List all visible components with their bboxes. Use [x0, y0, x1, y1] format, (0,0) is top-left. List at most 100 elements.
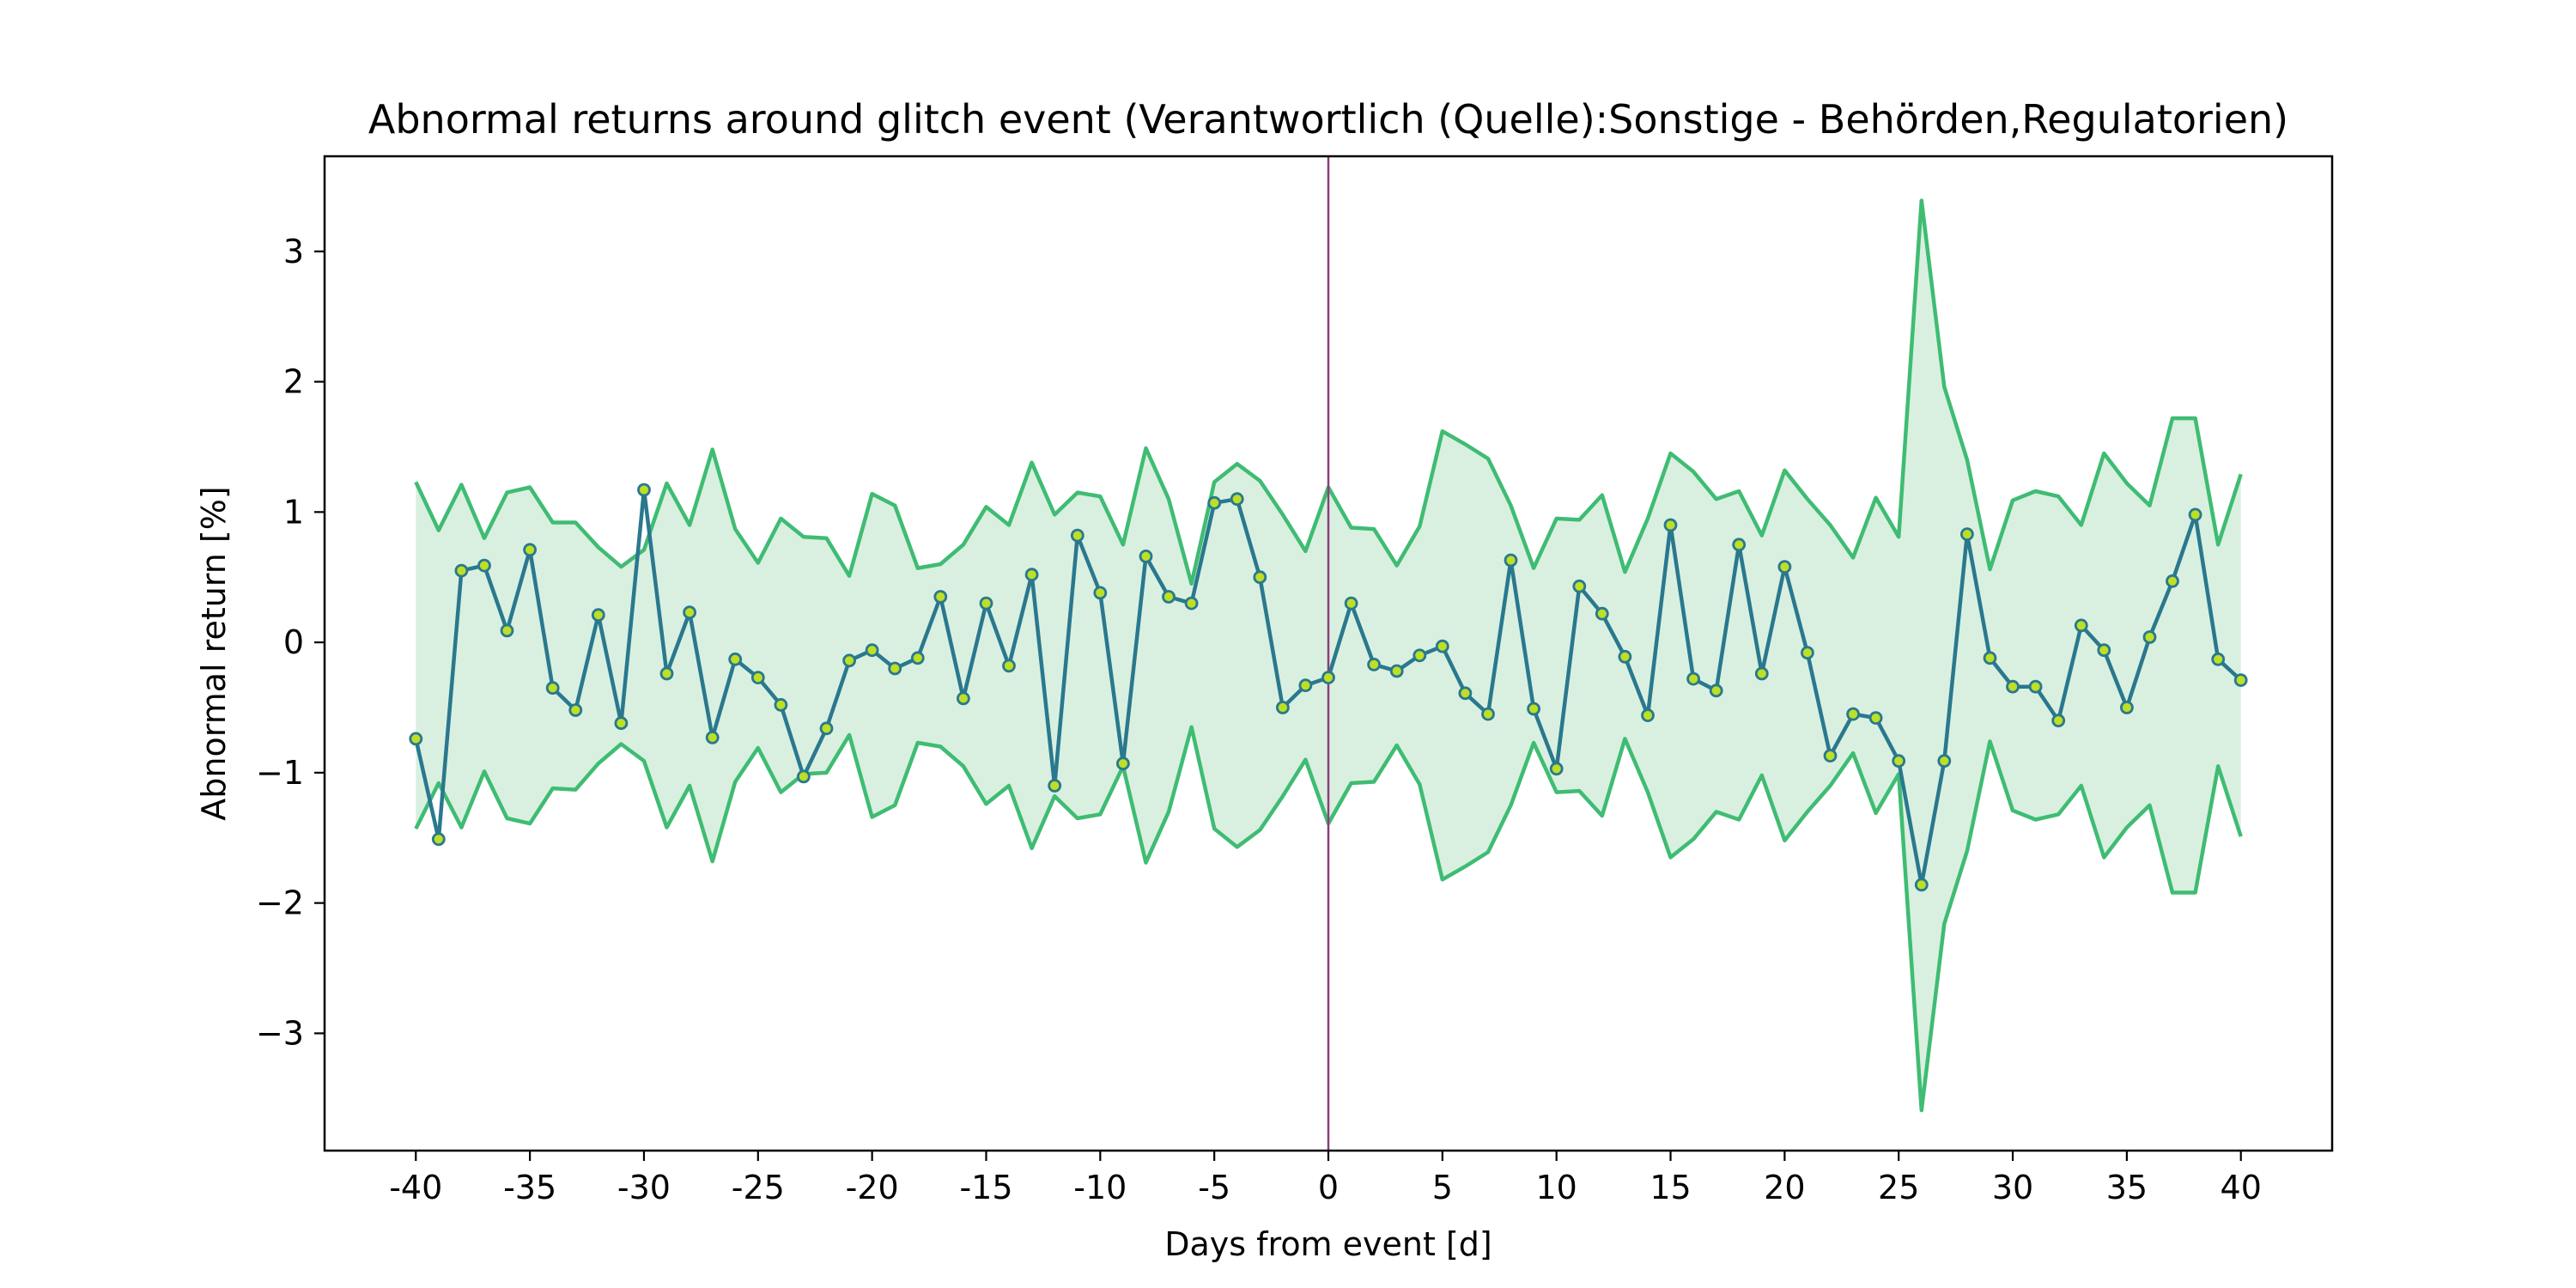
- data-point-marker: [1458, 686, 1473, 701]
- data-point-marker: [2097, 643, 2111, 658]
- data-point-marker: [1914, 878, 1929, 892]
- x-tick-label: 5: [1432, 1169, 1453, 1206]
- data-point-marker: [1959, 527, 1974, 541]
- data-point-marker: [1253, 570, 1267, 585]
- data-point-marker: [1800, 646, 1814, 660]
- x-tick-label: -5: [1198, 1169, 1230, 1206]
- data-point-marker: [2166, 574, 2179, 588]
- x-tick-label: 0: [1318, 1169, 1339, 1206]
- data-point-marker: [1389, 664, 1404, 678]
- data-point-marker: [1618, 649, 1632, 664]
- data-point-marker: [750, 671, 765, 684]
- data-point-marker: [1344, 596, 1358, 611]
- data-point-marker: [1116, 756, 1130, 771]
- x-axis-label: Days from event [d]: [1164, 1225, 1492, 1263]
- data-point-marker: [774, 698, 788, 712]
- data-point-marker: [1070, 528, 1084, 543]
- data-point-marker: [1868, 711, 1883, 725]
- data-point-marker: [2211, 652, 2226, 666]
- data-point-marker: [1595, 606, 1609, 621]
- data-point-marker: [1527, 702, 1540, 716]
- data-point-marker: [637, 483, 651, 497]
- data-point-marker: [1024, 568, 1039, 582]
- data-point-marker: [1777, 560, 1792, 574]
- data-point-marker: [1823, 749, 1838, 762]
- data-point-marker: [933, 590, 948, 604]
- data-point-marker: [1892, 754, 1906, 769]
- data-point-marker: [888, 661, 902, 676]
- data-point-marker: [705, 731, 720, 744]
- data-point-marker: [1435, 639, 1449, 653]
- data-point-marker: [1139, 550, 1153, 563]
- data-point-marker: [1572, 579, 1587, 593]
- data-point-marker: [2006, 679, 2020, 694]
- x-tick-label: -30: [617, 1169, 671, 1206]
- data-point-marker: [683, 605, 696, 620]
- x-axis-ticks: -40 -35 -30 -25 -20 -15 -10 -5 0 5 10 15 20 25 30 35 40: [389, 1151, 2262, 1206]
- data-point-marker: [409, 732, 423, 746]
- data-point-marker: [1983, 651, 1997, 665]
- data-point-marker: [865, 643, 879, 658]
- data-point-marker: [477, 558, 491, 573]
- x-tick-label: -40: [389, 1169, 442, 1206]
- data-point-marker: [1413, 648, 1427, 663]
- x-tick-label: -35: [503, 1169, 556, 1206]
- data-point-marker: [545, 681, 560, 696]
- x-tick-label: -20: [846, 1169, 899, 1206]
- x-tick-label: 30: [1992, 1169, 2033, 1206]
- chart-title: Abnormal returns around glitch event (Ve…: [368, 96, 2288, 143]
- x-tick-label: -25: [732, 1169, 785, 1206]
- y-tick-label: 2: [283, 363, 304, 401]
- data-point-marker: [728, 652, 743, 666]
- data-point-marker: [659, 666, 674, 681]
- data-point-marker: [1663, 518, 1678, 532]
- y-axis-label: Abnormal return [%]: [195, 486, 233, 820]
- data-point-marker: [431, 832, 446, 847]
- data-point-marker: [1504, 553, 1518, 568]
- data-point-marker: [1048, 779, 1062, 793]
- data-point-marker: [2074, 618, 2088, 633]
- x-tick-label: 40: [2221, 1169, 2262, 1206]
- y-tick-label: −2: [256, 884, 304, 922]
- data-point-marker: [819, 721, 834, 736]
- y-tick-label: 1: [283, 493, 304, 531]
- data-point-marker: [1641, 708, 1655, 722]
- x-tick-label: -15: [959, 1169, 1012, 1206]
- data-point-marker: [454, 563, 469, 578]
- data-point-marker: [1754, 666, 1769, 681]
- data-point-marker: [1230, 492, 1244, 507]
- data-point-marker: [1367, 658, 1381, 671]
- data-point-marker: [1184, 596, 1199, 611]
- data-point-marker: [1298, 678, 1313, 693]
- data-point-marker: [2142, 630, 2157, 644]
- data-point-marker: [910, 651, 925, 665]
- data-point-marker: [2233, 673, 2248, 687]
- data-point-marker: [568, 703, 583, 717]
- data-point-marker: [1321, 671, 1335, 684]
- x-tick-label: 15: [1649, 1169, 1691, 1206]
- data-point-marker: [2119, 701, 2134, 714]
- abnormal-return-markers: [409, 483, 2248, 892]
- data-point-marker: [1732, 538, 1747, 552]
- y-tick-label: −1: [256, 754, 304, 792]
- data-point-marker: [1549, 762, 1564, 776]
- data-point-marker: [614, 716, 629, 731]
- x-tick-label: 10: [1536, 1169, 1577, 1206]
- data-point-marker: [1002, 659, 1016, 673]
- data-point-marker: [591, 608, 605, 623]
- x-tick-label: 20: [1764, 1169, 1805, 1206]
- data-point-marker: [1846, 707, 1861, 721]
- y-tick-label: 3: [283, 233, 304, 270]
- data-point-marker: [1709, 683, 1723, 698]
- x-tick-label: 25: [1878, 1169, 1919, 1206]
- data-point-marker: [1093, 586, 1108, 600]
- x-tick-label: 35: [2106, 1169, 2148, 1206]
- data-point-marker: [797, 769, 811, 784]
- data-point-marker: [1686, 671, 1700, 686]
- data-point-marker: [1162, 590, 1176, 604]
- y-tick-label: −3: [256, 1014, 304, 1052]
- data-point-marker: [1207, 495, 1222, 510]
- data-point-marker: [842, 653, 856, 668]
